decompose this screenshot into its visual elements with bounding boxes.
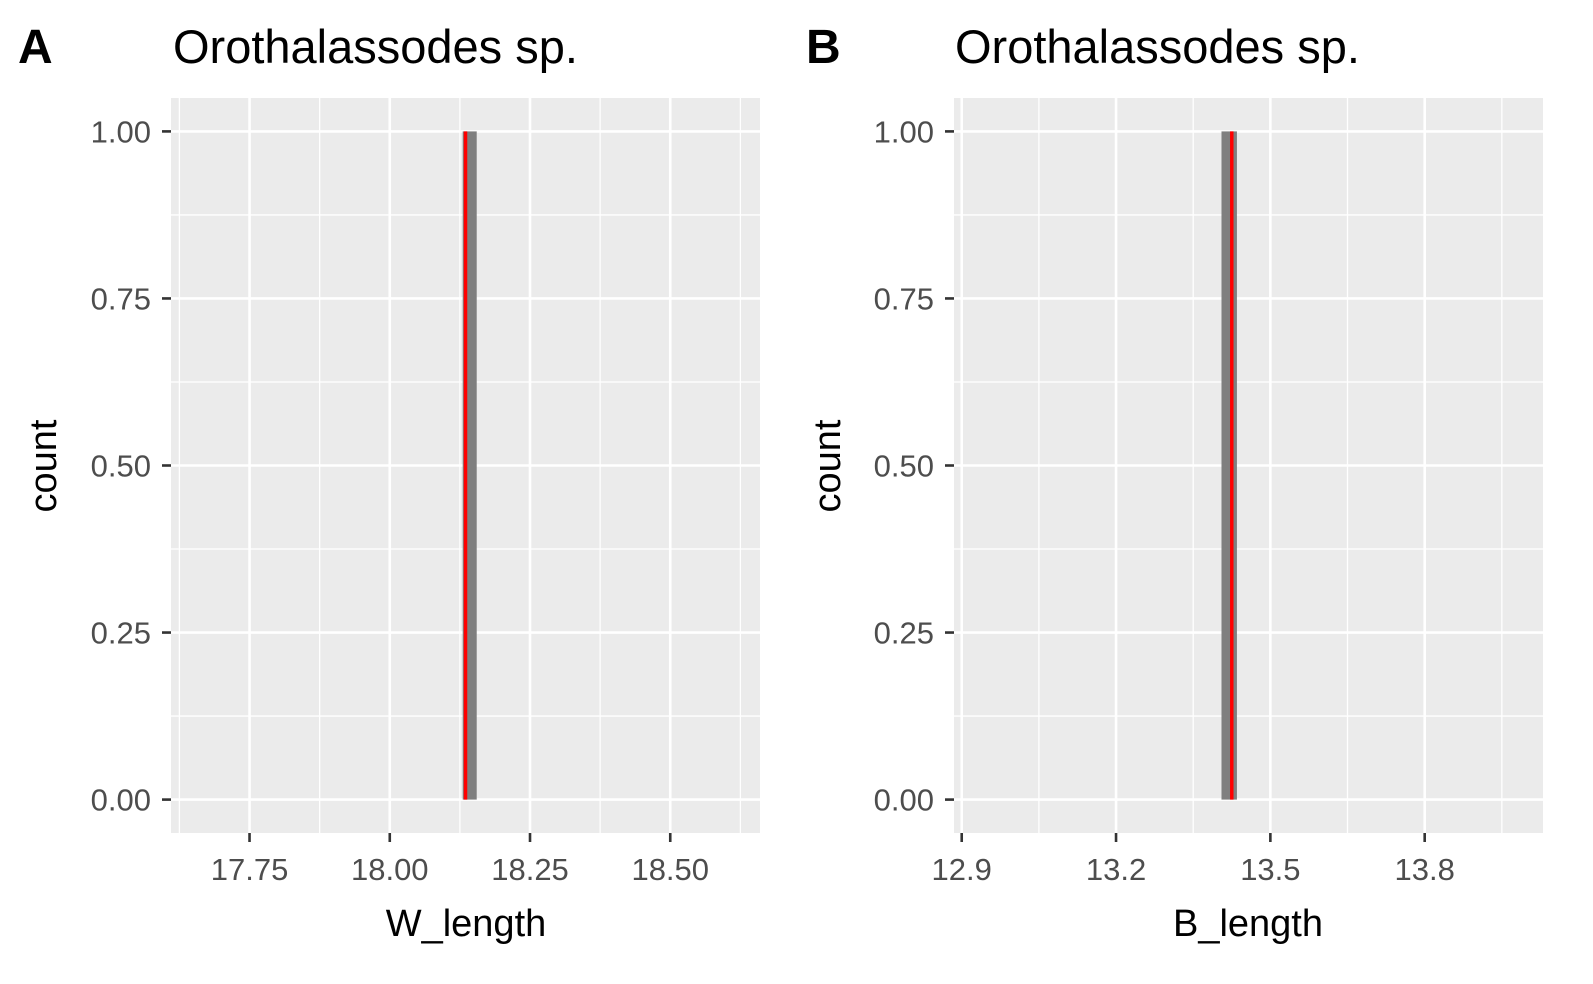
- panel-b-y-tick-label: 0.25: [874, 616, 934, 651]
- panel-b-bars: [1221, 131, 1237, 800]
- panel-a: A Orothalassodes sp. 0.00 0.25 0.50 0.75 1.0…: [18, 20, 760, 945]
- panel-b-y-tick-label: 0.75: [874, 281, 934, 316]
- panel-a-tag: A: [18, 21, 53, 74]
- panel-b-y-tick-label: 0.00: [874, 783, 934, 818]
- panel-a-y-tick-label: 1.00: [91, 114, 151, 149]
- panel-a-y-tick-label: 0.75: [91, 281, 151, 316]
- panel-a-x-tick-label: 18.25: [491, 852, 569, 887]
- panel-a-y-axis: 0.00 0.25 0.50 0.75 1.00: [91, 114, 171, 818]
- panel-b-tag: B: [806, 21, 841, 74]
- panel-b-y-axis-title: count: [807, 419, 849, 512]
- panel-a-y-tick-label: 0.25: [91, 616, 151, 651]
- panel-b-x-axis-title: B_length: [1173, 903, 1323, 945]
- panel-b-title: Orothalassodes sp.: [955, 20, 1360, 73]
- panel-a-y-tick-label: 0.50: [91, 449, 151, 484]
- panel-a-x-tick-label: 18.00: [351, 852, 429, 887]
- panel-a-title: Orothalassodes sp.: [173, 20, 578, 73]
- panel-a-x-tick-label: 18.50: [631, 852, 709, 887]
- panel-b-x-tick-label: 12.9: [932, 852, 992, 887]
- panel-a-y-axis-title: count: [23, 419, 65, 512]
- panel-b-grid: [954, 98, 1543, 833]
- panel-a-x-tick-label: 17.75: [211, 852, 289, 887]
- panel-b-histogram-bar: [1221, 131, 1237, 800]
- panel-b-x-tick-label: 13.5: [1240, 852, 1300, 887]
- panel-b: B Orothalassodes sp. 0.00 0.25 0.50 0.75 1.0…: [806, 20, 1543, 945]
- panel-b-y-axis: 0.00 0.25 0.50 0.75 1.00: [874, 114, 954, 818]
- panel-b-y-tick-label: 0.50: [874, 449, 934, 484]
- panel-b-x-tick-label: 13.2: [1086, 852, 1146, 887]
- panel-a-y-tick-label: 0.00: [91, 783, 151, 818]
- panel-b-y-tick-label: 1.00: [874, 114, 934, 149]
- panel-b-x-axis: 12.9 13.2 13.5 13.8: [932, 833, 1455, 887]
- panel-a-x-axis-title: W_length: [386, 903, 547, 945]
- panel-b-x-tick-label: 13.8: [1395, 852, 1455, 887]
- panel-a-x-axis: 17.75 18.00 18.25 18.50: [211, 833, 709, 887]
